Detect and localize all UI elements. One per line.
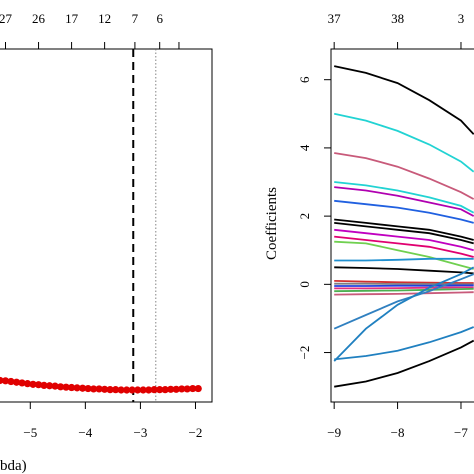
right-x-tick-label: −9 xyxy=(327,425,341,440)
right-plot-frame xyxy=(330,48,474,403)
left-top-tick-label: 17 xyxy=(65,11,79,26)
coefficient-path xyxy=(334,280,474,284)
cv-point xyxy=(1,377,10,385)
cv-point xyxy=(12,378,21,386)
cv-point xyxy=(45,382,54,390)
coefficient-paths xyxy=(333,65,474,388)
coefficient-path xyxy=(334,257,474,262)
cv-point xyxy=(123,386,131,394)
right-y-tick-label: −2 xyxy=(297,346,312,360)
right-y-tick-label: 2 xyxy=(297,213,312,220)
coefficient-path xyxy=(334,228,474,252)
cv-point xyxy=(106,386,114,394)
cv-point xyxy=(117,386,125,394)
coefficient-path xyxy=(334,282,474,286)
coefficient-path xyxy=(334,235,474,258)
coefficient-path xyxy=(334,152,474,200)
left-top-tick-label: 6 xyxy=(156,11,163,26)
coefficient-path xyxy=(334,287,474,293)
left-x-axis-title: bda) xyxy=(0,458,27,474)
right-x-tick-label: −7 xyxy=(454,425,468,440)
cv-point xyxy=(56,383,65,391)
right-y-axis-title: Coefficients xyxy=(264,187,280,260)
cv-point xyxy=(112,386,120,394)
coefficient-path xyxy=(334,218,474,241)
left-x-tick-label: −2 xyxy=(189,425,203,440)
coefficient-path xyxy=(334,240,474,270)
cv-point xyxy=(145,386,153,394)
cv-point xyxy=(156,386,164,394)
cv-point xyxy=(84,384,92,393)
cv-point xyxy=(139,386,147,394)
left-top-tick-label: 12 xyxy=(98,11,111,26)
right-y-tick-label: 0 xyxy=(297,281,312,288)
right-y-tick-label: 6 xyxy=(297,76,312,83)
cv-point xyxy=(67,383,76,392)
cv-point xyxy=(78,384,87,392)
cv-point xyxy=(172,385,180,393)
cv-point xyxy=(178,385,186,393)
coefficient-path xyxy=(334,222,474,245)
right-top-tick-label: 3 xyxy=(458,11,465,26)
cv-point xyxy=(7,377,15,386)
cv-point xyxy=(128,386,136,394)
coefficient-path xyxy=(334,186,474,217)
cv-point xyxy=(34,381,43,389)
right-panel: −2 0 2 4 6 −9 −8 −7 37 38 3 Coefficients xyxy=(264,11,474,440)
cv-point xyxy=(101,385,109,393)
cv-point xyxy=(18,379,26,387)
left-x-tick-label: −4 xyxy=(78,425,92,440)
left-panel: −5 −4 −3 −2 27 26 17 12 7 6 bda) xyxy=(0,11,213,474)
cv-point xyxy=(95,385,103,393)
cv-point xyxy=(62,383,70,391)
coefficient-path xyxy=(334,284,474,287)
coefficient-path xyxy=(333,266,474,362)
left-x-tick-label: −3 xyxy=(133,425,147,440)
coefficient-path xyxy=(334,286,474,290)
right-x-tick-label: −8 xyxy=(391,425,405,440)
cv-point xyxy=(161,386,169,394)
coefficient-path xyxy=(334,112,474,173)
cv-point xyxy=(90,385,98,393)
cv-point xyxy=(150,386,158,394)
coefficient-path xyxy=(334,181,474,214)
left-top-tick-label: 26 xyxy=(32,11,46,26)
coefficient-path xyxy=(334,65,474,135)
cv-point xyxy=(134,386,142,394)
left-top-tick-label: 27 xyxy=(0,11,13,26)
coefficient-path xyxy=(334,291,474,296)
cv-point xyxy=(40,381,48,390)
left-x-tick-label: −5 xyxy=(23,425,37,440)
left-top-tick-label: 7 xyxy=(132,11,139,26)
coefficient-path xyxy=(334,199,474,224)
right-top-tick-label: 38 xyxy=(391,11,404,26)
cv-point xyxy=(183,385,191,393)
left-plot-frame xyxy=(0,48,213,403)
cv-point xyxy=(189,384,197,393)
cv-point xyxy=(73,384,81,392)
cv-point xyxy=(167,385,175,393)
cv-point xyxy=(23,380,32,388)
cv-point xyxy=(51,382,59,390)
coefficient-path xyxy=(334,266,474,275)
coefficient-path xyxy=(334,326,474,361)
cv-point xyxy=(194,384,202,393)
right-top-tick-label: 37 xyxy=(328,11,342,26)
cv-point xyxy=(29,380,37,388)
coefficient-path xyxy=(334,339,474,388)
right-y-tick-label: 4 xyxy=(297,144,312,151)
